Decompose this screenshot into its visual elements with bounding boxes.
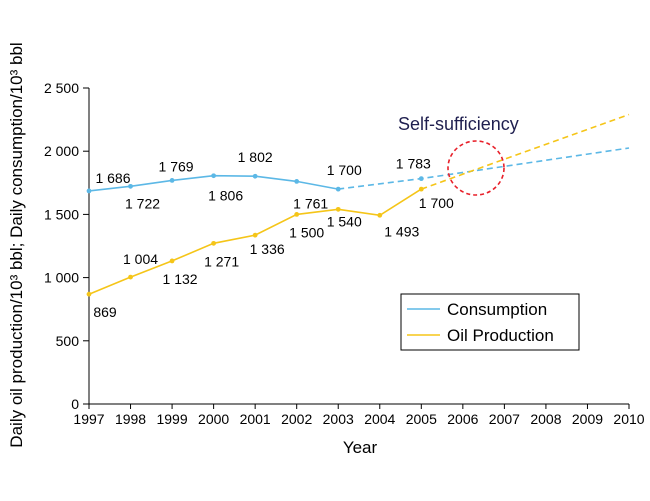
legend: Consumption Oil Production <box>400 293 580 351</box>
oil-production-data-label: 1 500 <box>289 224 324 240</box>
consumption-projection-label: 1 783 <box>396 156 431 172</box>
x-tick-label: 1999 <box>156 411 187 427</box>
oil-production-data-label: 1 132 <box>163 271 198 287</box>
oil-production-point <box>335 206 341 212</box>
x-tick-label: 2006 <box>447 411 478 427</box>
y-tick-label: 0 <box>71 396 79 412</box>
legend-label-oil-production: Oil Production <box>447 326 554 345</box>
consumption-projection-point <box>418 176 424 182</box>
oil-production-point <box>169 258 175 264</box>
oil-production-point <box>86 291 92 297</box>
data-labels: 1 686 1 722 1 769 1 806 1 802 1 761 1 700 1 783… <box>93 149 454 320</box>
oil-production-point <box>252 232 258 238</box>
oil-production-point <box>211 240 217 246</box>
oil-production-data-label: 1 540 <box>327 213 362 229</box>
oil-production-projection-line <box>421 113 630 190</box>
x-axis-title: Year <box>343 438 378 457</box>
self-sufficiency-circle <box>447 140 505 196</box>
y-tick-label: 500 <box>56 333 80 349</box>
series-layer <box>86 113 630 297</box>
x-tick-label: 1998 <box>115 411 146 427</box>
consumption-data-label: 1 700 <box>327 162 362 178</box>
oil-production-data-label: 869 <box>93 304 117 320</box>
legend-box <box>400 293 580 351</box>
consumption-point <box>335 186 341 192</box>
y-tick-label: 2 000 <box>44 143 79 159</box>
x-tick-label: 2002 <box>281 411 312 427</box>
oil-production-point <box>128 274 133 280</box>
axes: 0 500 1 000 1 500 2 000 2 500 1997 1998 1999 2000… <box>44 80 645 427</box>
y-axis-title: Daily oil production/10³ bbl; Daily cons… <box>7 42 26 447</box>
y-tick-label: 1 000 <box>44 270 79 286</box>
y-tick-label: 2 500 <box>44 80 79 96</box>
x-tick-label: 2008 <box>530 411 561 427</box>
consumption-point <box>252 173 258 179</box>
consumption-data-label: 1 722 <box>125 195 160 211</box>
x-tick-label: 2004 <box>364 411 395 427</box>
x-tick-label: 2010 <box>613 411 644 427</box>
oil-production-data-label: 1 700 <box>419 195 454 211</box>
x-tick-label: 2009 <box>572 411 603 427</box>
x-tick-label: 2003 <box>323 411 354 427</box>
x-tick-label: 2000 <box>198 411 229 427</box>
consumption-data-label: 1 761 <box>293 195 328 211</box>
consumption-point <box>211 173 217 179</box>
oil-production-point <box>294 212 300 217</box>
x-tick-label: 1997 <box>73 411 104 427</box>
oil-production-data-label: 1 493 <box>384 223 419 239</box>
consumption-projection-line <box>338 147 630 190</box>
self-sufficiency-annotation: Self-sufficiency <box>398 114 519 134</box>
oil-production-data-label: 1 336 <box>250 241 285 257</box>
consumption-point <box>294 179 300 184</box>
legend-label-consumption: Consumption <box>447 300 547 319</box>
oil-production-point <box>418 186 424 192</box>
y-tick-label: 1 500 <box>44 206 79 222</box>
consumption-data-label: 1 769 <box>159 158 194 174</box>
consumption-data-label: 1 802 <box>238 149 273 165</box>
x-tick-label: 2001 <box>240 411 271 427</box>
consumption-point <box>86 188 92 194</box>
consumption-data-label: 1 806 <box>208 188 243 204</box>
x-tick-label: 2007 <box>489 411 520 427</box>
oil-production-data-label: 1 271 <box>204 253 239 269</box>
oil-production-data-label: 1 004 <box>123 251 158 267</box>
consumption-point <box>169 177 175 183</box>
consumption-point <box>128 183 133 189</box>
oil-production-point <box>377 212 383 218</box>
consumption-data-label: 1 686 <box>95 170 130 186</box>
x-tick-label: 2005 <box>406 411 437 427</box>
